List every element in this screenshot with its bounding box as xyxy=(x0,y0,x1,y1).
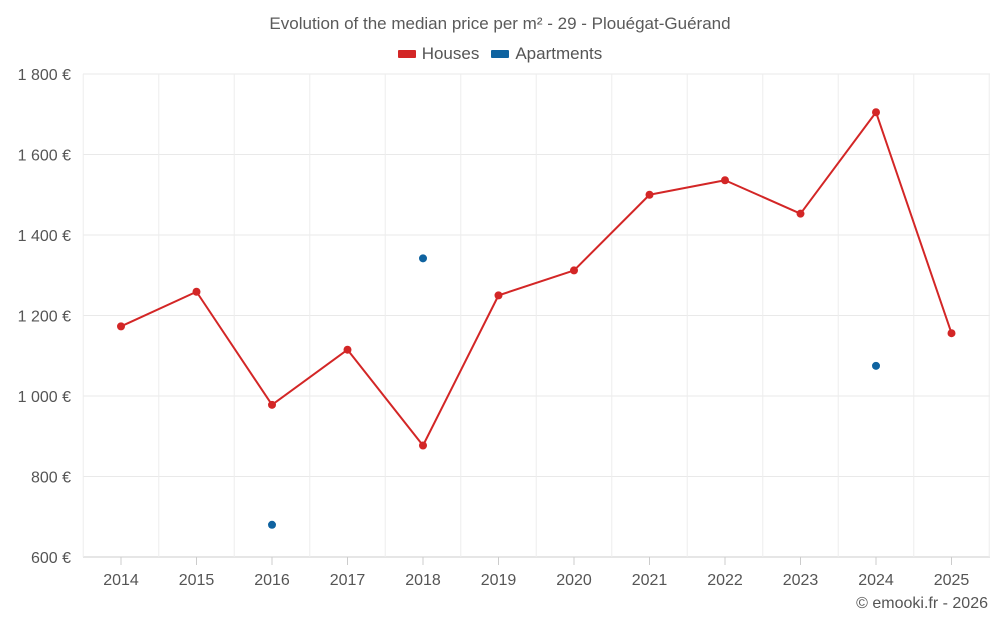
y-tick-label: 1 600 € xyxy=(18,148,71,165)
houses-point xyxy=(796,209,805,218)
x-tick-label: 2019 xyxy=(481,572,517,589)
x-tick-label: 2016 xyxy=(254,572,290,589)
x-tick-label: 2025 xyxy=(934,572,970,589)
x-tick-label: 2023 xyxy=(783,572,819,589)
credit-text: © emooki.fr - 2026 xyxy=(856,595,988,612)
apartments-point xyxy=(419,254,427,263)
houses-point xyxy=(947,329,956,338)
y-tick-label: 600 € xyxy=(31,550,71,567)
apartments-point xyxy=(268,520,276,529)
x-tick-label: 2024 xyxy=(858,572,894,589)
houses-series-line xyxy=(120,111,953,447)
legend: Houses Apartments xyxy=(0,44,1000,64)
houses-point xyxy=(343,345,352,354)
x-tick-label: 2018 xyxy=(405,572,441,589)
houses-point xyxy=(192,287,201,296)
x-tick-label: 2022 xyxy=(707,572,743,589)
chart-title: Evolution of the median price per m² - 2… xyxy=(269,14,731,33)
houses-point xyxy=(645,190,654,199)
houses-point xyxy=(570,266,578,275)
legend-item-apartments[interactable]: Apartments xyxy=(491,44,602,64)
houses-point xyxy=(268,400,276,409)
houses-point xyxy=(419,441,427,450)
y-tick-label: 1 400 € xyxy=(18,228,71,245)
x-tick-label: 2015 xyxy=(179,572,215,589)
y-tick-label: 1 000 € xyxy=(18,389,71,406)
legend-item-houses[interactable]: Houses xyxy=(397,44,480,64)
x-tick-label: 2017 xyxy=(330,572,366,589)
y-tick-label: 800 € xyxy=(31,470,71,487)
houses-point xyxy=(721,176,729,185)
apartments-point xyxy=(872,361,880,370)
y-tick-label: 1 800 € xyxy=(18,67,71,84)
x-tick-label: 2020 xyxy=(556,572,592,589)
houses-point xyxy=(494,291,503,300)
x-tick-label: 2021 xyxy=(632,572,668,589)
legend-label-apartments: Apartments xyxy=(515,44,603,63)
legend-swatch-houses xyxy=(397,50,416,58)
x-tick-label: 2014 xyxy=(103,572,139,589)
y-tick-label: 1 200 € xyxy=(18,309,71,326)
houses-point xyxy=(117,322,125,331)
legend-swatch-apartments xyxy=(491,50,510,58)
legend-label-houses: Houses xyxy=(421,44,480,63)
houses-point xyxy=(872,108,880,117)
